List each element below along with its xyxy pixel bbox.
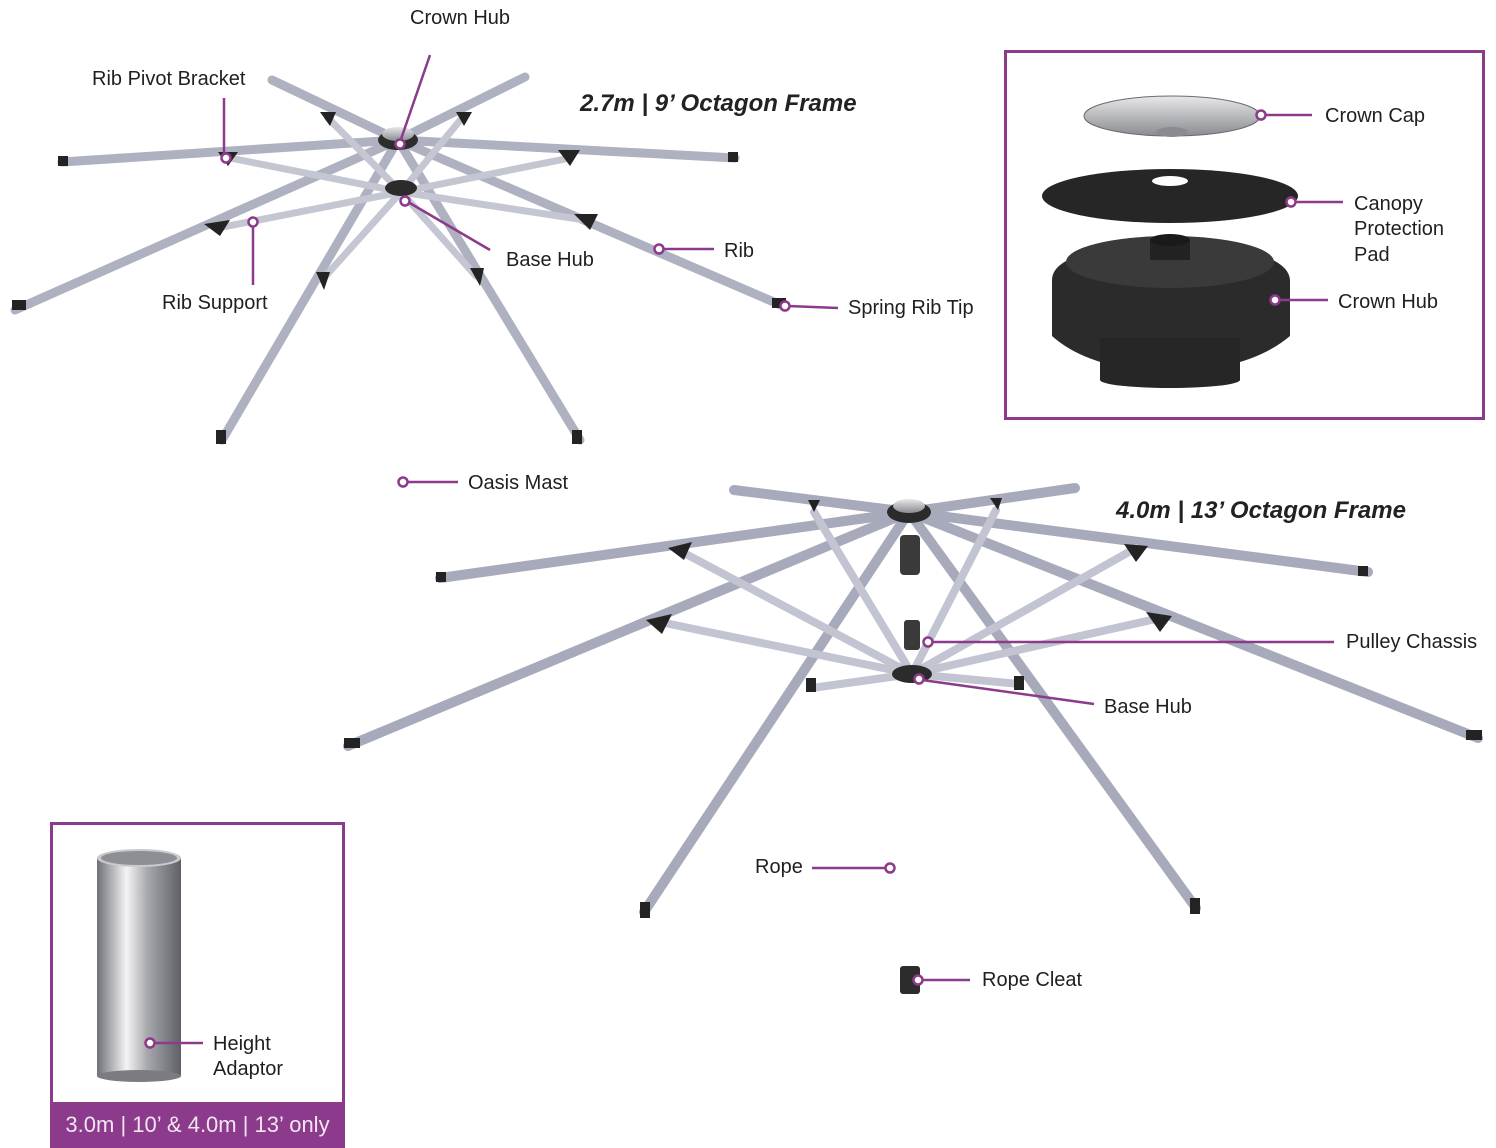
label-rib-pivot-bracket: Rib Pivot Bracket [92, 68, 246, 90]
callout-leaders [144, 54, 1343, 1049]
adaptor-detail-box [50, 822, 345, 1148]
label-height-adaptor-line1: Height [213, 1033, 271, 1055]
adaptor-footer: 3.0m | 10’ & 4.0m | 13’ only [50, 1102, 345, 1148]
label-rib-support: Rib Support [162, 292, 268, 314]
large-frame-title: 4.0m | 13’ Octagon Frame [1116, 497, 1406, 524]
label-canopy-protection-pad-line2: Protection [1354, 218, 1445, 240]
crown-exploded-illustration [1042, 95, 1298, 388]
small-frame-title: 2.7m | 9’ Octagon Frame [580, 90, 857, 117]
label-crown-hub-detail: Crown Hub [1338, 291, 1439, 313]
label-rib: Rib [724, 240, 755, 262]
label-spring-rib-tip: Spring Rib Tip [848, 297, 974, 319]
label-height-adaptor-line2: Adaptor [213, 1058, 284, 1080]
label-pulley-chassis: Pulley Chassis [1346, 631, 1478, 653]
label-base-hub-small: Base Hub [506, 249, 594, 271]
label-crown-hub: Crown Hub [410, 7, 511, 29]
label-canopy-protection-pad-line3: Pad [1354, 244, 1390, 266]
crown-detail-box [1004, 50, 1485, 420]
label-rope: Rope [755, 856, 803, 878]
label-canopy-protection-pad-line1: Canopy [1354, 193, 1423, 215]
label-crown-cap: Crown Cap [1325, 105, 1426, 127]
label-base-hub-large: Base Hub [1104, 696, 1192, 718]
small-frame-illustration [10, 72, 788, 668]
label-oasis-mast: Oasis Mast [468, 472, 569, 494]
height-adaptor-illustration [97, 849, 181, 1082]
label-rope-cleat: Rope Cleat [982, 969, 1083, 991]
large-frame-illustration [343, 483, 1483, 1135]
